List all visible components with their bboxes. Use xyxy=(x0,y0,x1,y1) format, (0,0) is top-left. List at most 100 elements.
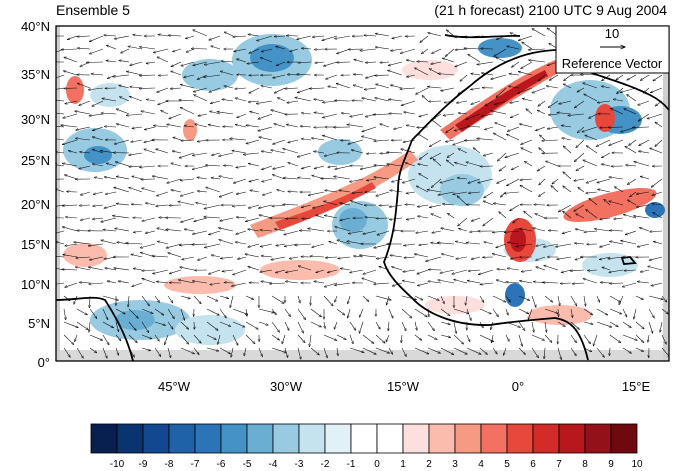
wind-arrow xyxy=(328,86,338,89)
wind-arrow xyxy=(288,139,299,143)
wind-arrow xyxy=(248,34,260,37)
wind-arrow xyxy=(625,146,637,154)
wind-arrow xyxy=(364,87,377,90)
wind-arrow xyxy=(56,100,65,101)
wind-arrow xyxy=(274,124,286,128)
wind-arrow xyxy=(56,242,65,245)
wind-arrow xyxy=(442,204,455,205)
wind-arrow xyxy=(284,321,289,330)
wind-arrow xyxy=(180,347,195,354)
wind-arrow xyxy=(297,152,312,157)
wind-arrow xyxy=(601,86,611,89)
wind-arrow xyxy=(329,241,338,245)
wind-arrow xyxy=(246,125,260,128)
wind-arrow xyxy=(219,321,231,326)
wind-arrow xyxy=(167,295,173,303)
wind-arrow xyxy=(65,282,78,287)
wind-arrow xyxy=(209,111,221,115)
wind-arrow xyxy=(653,212,663,219)
wind-arrow xyxy=(609,139,624,145)
wind-arrow xyxy=(105,191,117,194)
wind-arrow xyxy=(494,48,507,56)
wind-arrow xyxy=(139,75,156,76)
wind-arrow xyxy=(492,295,506,302)
wind-arrow xyxy=(152,176,169,180)
wind-arrow xyxy=(521,148,533,154)
wind-arrow xyxy=(456,256,468,259)
wind-arrow xyxy=(446,126,455,133)
wind-arrow xyxy=(471,217,481,221)
wind-arrow xyxy=(156,205,169,206)
wind-arrow xyxy=(232,334,238,345)
wind-arrow xyxy=(182,256,195,260)
wind-arrow xyxy=(324,215,338,219)
wind-arrow xyxy=(418,164,429,167)
wind-arrow xyxy=(204,204,221,209)
wind-arrow xyxy=(310,321,321,327)
wind-arrow xyxy=(563,211,572,219)
wind-arrow xyxy=(529,60,546,63)
wind-arrow xyxy=(433,159,442,167)
wind-arrow xyxy=(505,295,510,302)
wind-arrow xyxy=(507,126,520,131)
wind-arrow xyxy=(362,334,374,343)
wind-arrow xyxy=(328,166,338,167)
wind-arrow xyxy=(246,139,260,144)
wind-arrow xyxy=(193,30,208,37)
wind-arrow xyxy=(312,36,325,37)
wind-arrow xyxy=(362,295,369,302)
wind-arrow xyxy=(93,191,104,194)
wind-arrow xyxy=(171,163,182,167)
x-axis: 45°W 30°W 15°W 0° 15°E xyxy=(158,379,650,394)
wind-arrow xyxy=(625,230,637,235)
wind-arrow xyxy=(601,152,611,158)
wind-arrow xyxy=(354,256,364,257)
wind-arrow xyxy=(574,100,585,108)
forecast-time: (21 h forecast) 2100 UTC 9 Aug 2004 xyxy=(434,2,667,18)
wind-arrow xyxy=(223,165,234,166)
wind-arrow xyxy=(157,241,169,245)
wind-arrow xyxy=(404,112,416,115)
wind-arrow xyxy=(374,140,390,141)
wind-arrow xyxy=(114,139,130,144)
wind-arrow xyxy=(92,137,104,141)
wind-arrow xyxy=(258,308,274,313)
colorbar-swatch xyxy=(90,423,118,454)
wind-arrow xyxy=(217,112,234,115)
wind-arrow xyxy=(231,282,247,286)
wind-arrow xyxy=(531,334,545,340)
wind-arrow xyxy=(198,113,208,116)
wind-arrow xyxy=(532,87,546,93)
wind-arrow xyxy=(453,191,468,194)
wind-arrow xyxy=(326,74,338,79)
wind-arrow xyxy=(157,87,169,92)
wind-arrow xyxy=(301,113,312,114)
wind-arrow xyxy=(218,228,234,232)
wind-arrow xyxy=(359,321,364,333)
wind-arrow xyxy=(131,254,143,258)
wind-arrow xyxy=(622,334,637,340)
wind-arrow xyxy=(640,176,650,180)
wind-arrow xyxy=(248,163,260,167)
wind-arrow xyxy=(248,204,260,208)
wind-arrow xyxy=(517,87,533,93)
wind-arrow xyxy=(197,177,208,180)
colorbar-swatch xyxy=(272,423,300,454)
y-axis: 40°N 35°N 30°N 25°N 20°N 15°N 10°N 5°N 0… xyxy=(21,19,50,370)
wind-arrow xyxy=(211,255,221,258)
y-tick-label: 20°N xyxy=(21,197,50,212)
wind-arrow xyxy=(210,282,221,285)
wind-arrow xyxy=(77,48,91,49)
wind-arrow xyxy=(532,29,546,37)
wind-arrow xyxy=(197,256,208,260)
wind-arrow xyxy=(510,204,520,211)
colorbar-label: 4 xyxy=(478,459,484,470)
wind-arrow xyxy=(518,72,533,76)
wind-arrow xyxy=(75,138,91,141)
wind-arrow xyxy=(457,196,468,206)
wind-arrow xyxy=(574,178,585,181)
wind-arrow xyxy=(648,308,654,318)
wind-arrow xyxy=(168,253,182,258)
wind-arrow xyxy=(640,74,650,80)
wind-arrow xyxy=(142,278,156,284)
